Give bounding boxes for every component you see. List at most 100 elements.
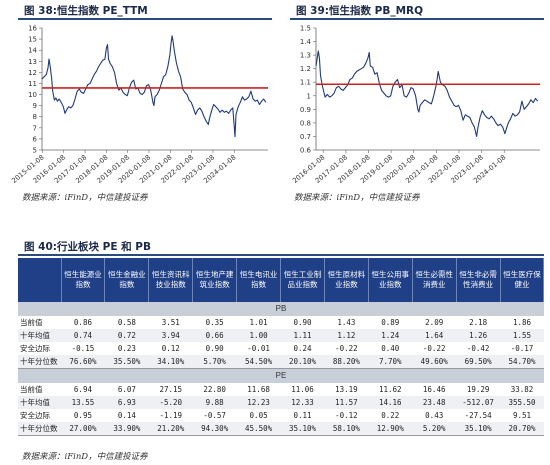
table-body: PB 当前值 0.86 0.58 3.51 0.35 1.01 0.90 1.43 0.89 2.0… <box>18 302 544 436</box>
table-cell: 54.70% <box>500 355 544 369</box>
table-row: 当前值 0.86 0.58 3.51 0.35 1.01 0.90 1.43 0.89 2.09 2… <box>18 316 544 329</box>
table-cell: -1.19 <box>159 411 183 420</box>
table-cell: 1.26 <box>456 329 501 342</box>
table-cell: 1.86 <box>512 318 532 327</box>
column-header: 恒生金融业指数 <box>104 258 150 302</box>
table-cell: 5.70% <box>192 355 237 369</box>
table-cell: 35.10% <box>280 422 325 436</box>
table-cell: 0.72 <box>104 329 149 342</box>
table-cell: 0.14 <box>117 411 136 420</box>
table-cell: 14.16 <box>368 396 413 409</box>
table-cell: -5.20 <box>148 396 193 409</box>
table-cell: 0.22 <box>381 411 400 420</box>
table-corner-cell <box>18 258 62 302</box>
pb-mrq-chart: 0.6 0.7 0.8 0.9 1 1.1 1.2 1.3 1.4 1.5 2016-01-08 20… <box>290 22 544 192</box>
y-tick-label: 14 <box>28 47 37 55</box>
table-cell: 16.46 <box>422 385 446 394</box>
table-cell: 13.19 <box>335 385 358 394</box>
table-cell: 35.10% <box>456 422 501 436</box>
table-cell: -0.42 <box>466 344 490 353</box>
table-cell: 11.57 <box>324 396 369 409</box>
y-tick-label: 11 <box>28 80 37 88</box>
industry-pe-pb-table-wrap: 恒生能源业指数 恒生金融业指数 恒生资讯科技业指数 恒生地产建筑业指数 恒生电讯业指数恒… <box>18 258 545 436</box>
table-cell: -0.22 <box>422 344 446 353</box>
table-cell: 1.12 <box>324 329 369 342</box>
table-cell: 0.89 <box>381 318 400 327</box>
row-label: 十年均值 <box>18 329 61 342</box>
table-cell: -0.01 <box>247 344 270 353</box>
table-cell: 12.23 <box>236 396 281 409</box>
column-header: 恒生原材料业指数 <box>324 258 369 302</box>
pe-ttm-chart: 5 6 7 8 9 10 11 12 13 14 15 16 2015-01-08 2016-01-08 2… <box>10 22 272 192</box>
table-cell: 5.20% <box>412 422 457 436</box>
section-header-row: PB <box>18 302 544 316</box>
row-label: 十年均值 <box>18 396 61 409</box>
table-cell: -0.15 <box>71 344 95 353</box>
column-header: 恒生医疗保健业 <box>500 258 545 302</box>
column-header: 恒生公用事业指数 <box>368 258 413 302</box>
table-cell: -0.57 <box>203 411 226 420</box>
y-tick-label: 7 <box>33 124 37 132</box>
y-tick-label: 1 <box>307 92 311 100</box>
table-cell: -27.54 <box>464 411 492 420</box>
table-row: 十年均值 13.55 6.93 -5.20 9.88 12.23 12.33 11.57 14.… <box>18 396 544 409</box>
table-cell: 2.18 <box>469 318 488 327</box>
table-row: 十年分位数 27.00% 33.90% 21.20% 94.30% 45.50% 35.10… <box>18 422 544 436</box>
row-label: 十年分位数 <box>18 355 61 369</box>
y-tick-label: 0.7 <box>300 133 311 141</box>
table-header-row: 恒生能源业指数 恒生金融业指数 恒生资讯科技业指数 恒生地产建筑业指数 恒生电讯业指数恒… <box>18 258 545 302</box>
table-cell: 1.64 <box>412 329 457 342</box>
fig39-title: 图 39:恒生指数 PB_MRQ <box>290 2 544 20</box>
table-cell: 355.50 <box>500 396 544 409</box>
column-header: 恒生必需性消费业 <box>412 258 457 302</box>
table-row: 当前值 6.94 6.07 27.15 22.80 11.68 11.06 13.19 11.6… <box>18 383 544 396</box>
table-cell: 33.82 <box>510 385 534 394</box>
table-cell: 27.00% <box>61 422 105 436</box>
table-cell: 45.50% <box>236 422 281 436</box>
table-cell: 3.94 <box>148 329 193 342</box>
y-tick-label: 8 <box>33 113 37 121</box>
chart-svg: 0.60.70.80.911.11.21.31.41.52016-01-0820… <box>291 25 540 185</box>
table-cell: 0.12 <box>161 344 180 353</box>
table-cell: 0.43 <box>425 411 444 420</box>
table-cell: 88.20% <box>324 355 369 369</box>
y-tick-label: 1.2 <box>300 65 311 73</box>
table-cell: 0.05 <box>249 411 268 420</box>
table-cell: 0.35 <box>205 318 224 327</box>
section-header-row: PE <box>18 368 544 383</box>
table-cell: 0.40 <box>381 344 400 353</box>
row-label: 安全边际 <box>20 344 50 353</box>
table-cell: 35.50% <box>104 355 149 369</box>
table-row: 十年分位数 76.60% 35.50% 34.10% 5.70% 54.50% 20.10%… <box>18 355 544 369</box>
column-header: 恒生地产建筑业指数 <box>192 258 238 302</box>
table-cell: 13.55 <box>61 396 105 409</box>
table-cell: 0.11 <box>293 411 312 420</box>
table-cell: 11.68 <box>247 385 270 394</box>
y-tick-label: 1.4 <box>300 38 312 46</box>
column-header: 恒生非必需性消费业 <box>456 258 501 302</box>
table-cell: 22.80 <box>203 385 226 394</box>
column-header: 恒生能源业指数 <box>61 258 106 302</box>
fig40-title: 图 40:行业板块 PE 和 PB <box>18 238 544 256</box>
y-tick-label: 9 <box>33 102 37 110</box>
table-cell: 58.10% <box>324 422 369 436</box>
table-cell: 94.30% <box>192 422 237 436</box>
y-tick-label: 0.8 <box>300 119 311 127</box>
fig38-source: 数据来源：iFinD，中信建投证券 <box>22 193 148 203</box>
table-cell: 1.55 <box>500 329 544 342</box>
table-cell: 0.90 <box>293 318 312 327</box>
industry-pe-pb-table: 恒生能源业指数 恒生金融业指数 恒生资讯科技业指数 恒生地产建筑业指数 恒生电讯业指数恒… <box>18 258 545 436</box>
table-cell: 3.51 <box>161 318 180 327</box>
y-tick-label: 5 <box>33 147 37 155</box>
table-cell: 19.29 <box>466 385 490 394</box>
section-label: PB <box>18 302 544 316</box>
table-cell: 1.00 <box>236 329 281 342</box>
y-tick-label: 16 <box>28 25 37 33</box>
table-cell: 1.11 <box>280 329 325 342</box>
table-row: 十年均值 0.74 0.72 3.94 0.66 1.00 1.11 1.12 1.24 1.64… <box>18 329 544 342</box>
column-header: 恒生工业制品业指数 <box>280 258 325 302</box>
table-cell: 27.15 <box>159 385 183 394</box>
table-cell: 0.86 <box>73 318 92 327</box>
table-cell: 11.62 <box>379 385 402 394</box>
chart-svg: 56789101112131415162015-01-082016-01-082… <box>10 25 268 185</box>
